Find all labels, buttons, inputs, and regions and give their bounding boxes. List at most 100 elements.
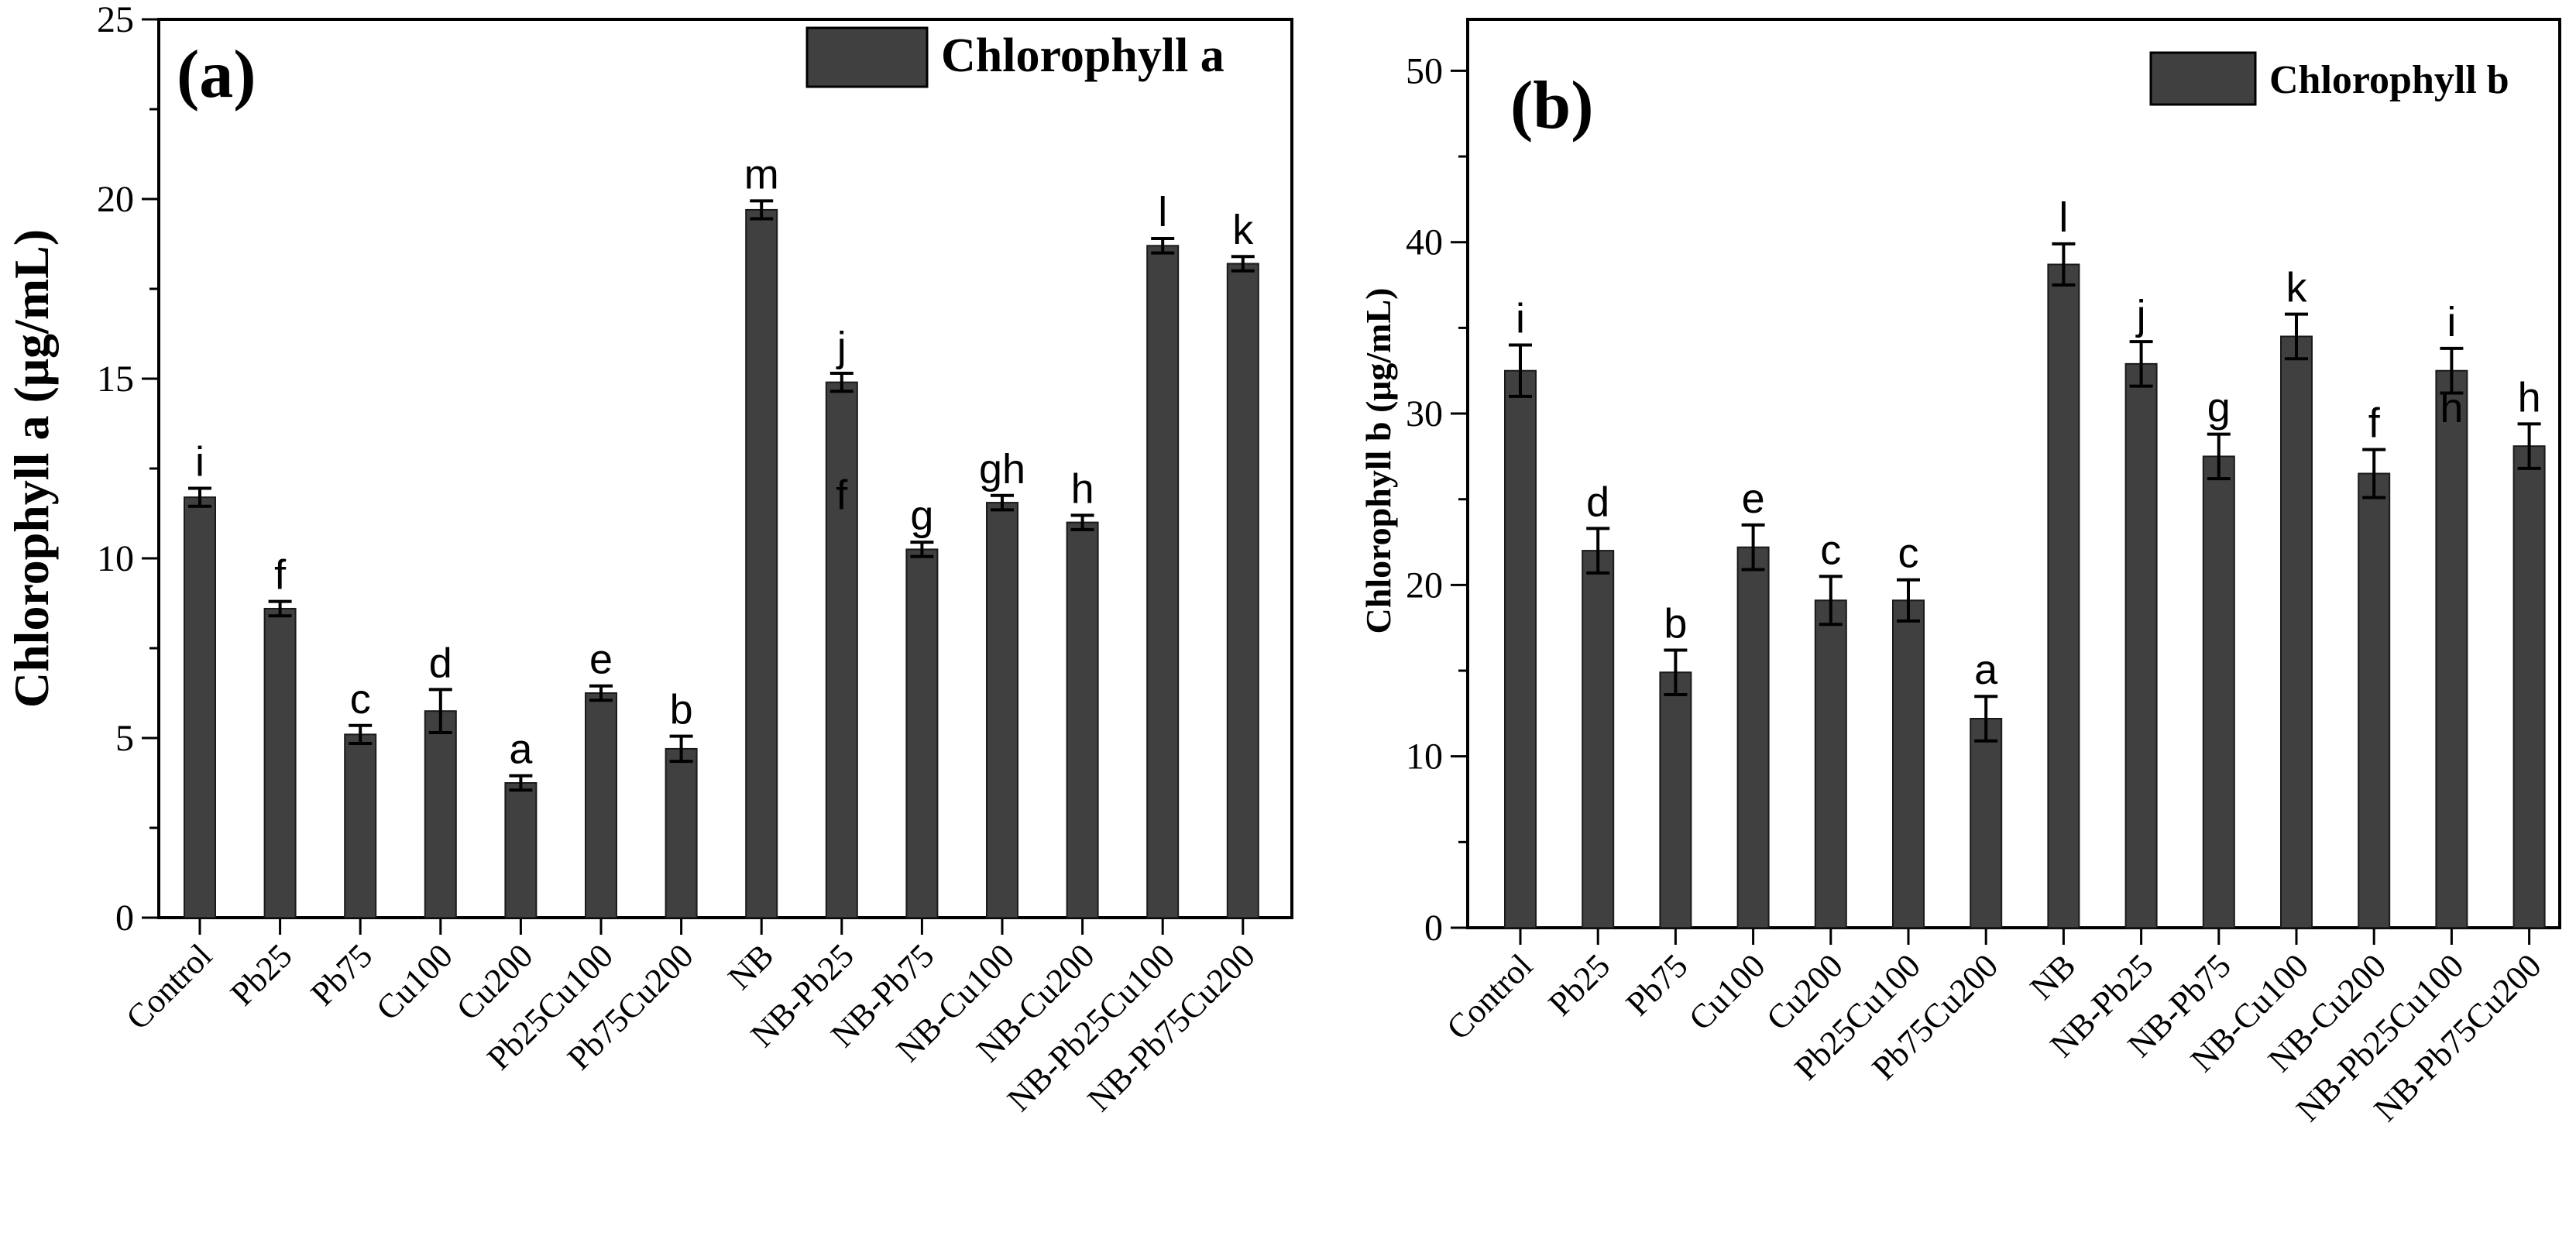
panel-b-error-bar-nb	[2052, 242, 2076, 287]
panel-b-bar-cu200	[1814, 599, 1847, 929]
panel-a-error-bar-nb-cu100	[991, 493, 1014, 512]
panel-b-bars	[1504, 242, 2546, 929]
panel-a-y-tick-label: 10	[97, 538, 134, 579]
panel-a-bar-nb-cu200	[1066, 521, 1099, 918]
panel-b-error-bar-cu100	[1741, 523, 1765, 572]
panel-a-significance-control: i	[195, 439, 204, 486]
panel-a-significance-nb-pb75: g	[910, 493, 933, 539]
panel-b-bar-nb-pb75	[2202, 455, 2235, 929]
panel-b-significance-nb-pb25cu100: i	[2447, 299, 2456, 345]
panel-a-significance-nb-pb75cu200: k	[1232, 207, 1254, 253]
panel-a-error-bar-nb	[750, 199, 774, 221]
panel-a-bar-pb25cu100	[585, 692, 617, 918]
panel-b-y-axis-label: Chlorophyll b (μg/mL)	[1358, 288, 1398, 634]
panel-b-y-tick-label: 20	[1406, 565, 1443, 606]
panel-b-legend-label: Chlorophyll b	[2269, 58, 2509, 102]
panel-b-y-tick-label: 30	[1406, 393, 1443, 434]
panel-a-category-nb: NB	[720, 936, 781, 997]
panel-a-y-tick-label: 5	[115, 718, 134, 759]
panel-b-y-tick-label: 0	[1424, 908, 1443, 949]
panel-b-bar-nb-pb25	[2124, 362, 2158, 929]
panel-b-significance-pb75: b	[1664, 600, 1687, 647]
panel-b-significance-cu200: c	[1820, 527, 1841, 573]
panel-a-bars	[184, 199, 1259, 919]
panel-a-error-bar-nb-pb25	[829, 372, 854, 393]
panel-a-error-bar-nb-pb75cu200	[1231, 255, 1255, 273]
panel-b-bar-nb-cu100	[2280, 335, 2313, 929]
panel-a-y-tick-label: 0	[115, 898, 134, 939]
panel-a-significance-nb-cu100: gh	[979, 446, 1025, 493]
panel-b-significance-nb-cu100: k	[2286, 265, 2308, 311]
panel-a-significance-pb75: c	[350, 676, 371, 723]
panel-a-bar-pb75	[344, 733, 377, 918]
panel-b-category-nb: NB	[2023, 946, 2083, 1007]
panel-a-y-tick-label: 15	[97, 359, 134, 400]
panel-a-significance-cu100: d	[429, 640, 452, 686]
panel-a-bar-pb75cu200	[665, 747, 698, 918]
panel-a-bar-nb-pb75cu200	[1226, 263, 1259, 918]
panel-a-error-bar-control	[188, 486, 211, 508]
panel-a-category-cu100: Cu100	[369, 936, 460, 1028]
panel-b-y-tick-label: 40	[1406, 222, 1443, 263]
panel-b-error-bar-pb25cu100	[1897, 578, 1920, 623]
panel-b-category-control: Control	[1439, 946, 1540, 1047]
panel-b-significance-nb-pb75cu200: h	[2518, 374, 2541, 421]
panel-b-bar-nb	[2047, 263, 2080, 929]
panel-a-significance-nb-pb25: j	[836, 324, 847, 370]
panel-a-labels: i f c d a e b m j ggh h l k f	[195, 151, 1254, 772]
panel-a-bar-nb-pb25cu100	[1146, 245, 1180, 918]
panel-b-error-bar-nb-pb75	[2207, 432, 2231, 481]
panel-a-legend-label: Chlorophyll a	[941, 29, 1224, 82]
panel-b-error-bar-pb25	[1586, 527, 1610, 575]
panel-b-bar-cu100	[1736, 546, 1770, 929]
panel-a-bar-control	[184, 496, 216, 918]
panel-a-significance-cu200: a	[509, 726, 533, 773]
panel-b-y-tick-label: 10	[1406, 736, 1443, 778]
panel-b-bar-nb-pb75cu200	[2512, 445, 2546, 929]
panel-a-significance-pb25: f	[274, 552, 287, 599]
panel-b-plot-frame	[1466, 18, 2561, 929]
panel-a-bar-cu100	[424, 710, 457, 918]
panel-b-category-pb25: Pb25	[1541, 946, 1618, 1023]
panel-a-bar-nb	[745, 208, 778, 919]
panel-b-bar-pb75	[1659, 671, 1692, 929]
panel-b-significance-pb75cu200: a	[1974, 647, 1998, 693]
panel-b-legend: Chlorophyll b	[2149, 51, 2509, 106]
panel-a-legend-swatch	[805, 26, 929, 88]
panel-b-error-bar-nb-cu100	[2285, 312, 2308, 361]
panel-b-annotation: h	[2440, 385, 2463, 431]
panel-a-category-pb75: Pb75	[304, 936, 380, 1013]
panel-b-significance-pb25: d	[1586, 479, 1609, 525]
panel-b-bar-nb-cu200	[2358, 472, 2391, 929]
panel-a-bar-nb-cu100	[986, 502, 1018, 918]
panel-a-significance-nb-pb25cu100: l	[1158, 189, 1167, 235]
panel-b-bar-pb25	[1582, 550, 1615, 929]
panel-a-error-bar-cu100	[428, 688, 452, 735]
panel-b-significance-nb-pb25: j	[2135, 292, 2146, 338]
panel-a-significance-pb25cu100: e	[589, 637, 613, 683]
panel-a-error-bar-pb25cu100	[589, 684, 613, 702]
panel-b-error-bar-nb-pb25cu100	[2440, 346, 2464, 395]
panel-b-significance-nb-cu200: f	[2368, 400, 2381, 447]
panel-b-error-bar-cu200	[1819, 575, 1843, 626]
panel-b-legend-swatch	[2149, 51, 2257, 106]
panel-a-y-tick-label: 20	[97, 179, 134, 220]
panel-b-error-bar-control	[1509, 343, 1532, 398]
panel-a-plot-frame	[157, 18, 1293, 919]
panel-a-annotation: f	[836, 472, 848, 518]
panel-b-error-bar-pb75cu200	[1974, 695, 1998, 743]
panel-b-error-bar-nb-pb25	[2129, 340, 2153, 388]
panel-b-significance-nb-pb75: g	[2207, 385, 2231, 431]
panel-b-significance-cu100: e	[1742, 475, 1765, 522]
panel-a-significance-pb75cu200: b	[670, 687, 693, 733]
panel-b-y-tick-label: 50	[1406, 50, 1443, 91]
panel-b-significance-control: i	[1516, 296, 1525, 342]
panel-a-y-axis-label: Chlorophyll a (μg/mL)	[4, 229, 59, 708]
panel-b-error-bar-pb75	[1664, 648, 1688, 697]
panel-a-error-bar-cu200	[509, 774, 533, 792]
panel-b-category-cu100: Cu100	[1681, 946, 1773, 1038]
